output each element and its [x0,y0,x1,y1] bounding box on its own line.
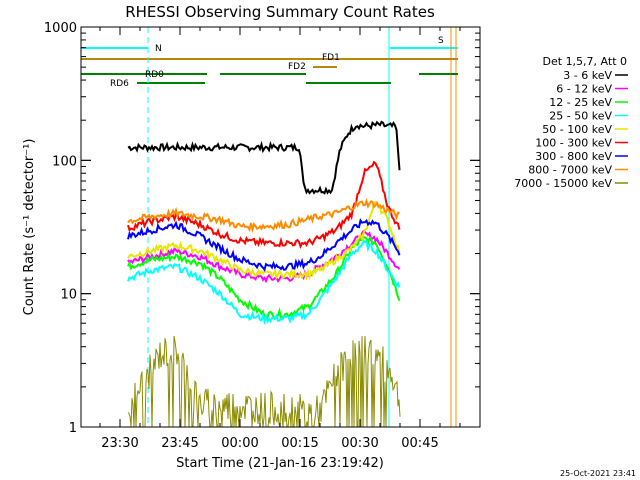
x-tick-label: 00:15 [281,436,318,451]
annotation-label-n: N [155,44,162,54]
annotation-label-s: S [438,36,444,46]
x-tick-label: 00:45 [401,436,438,451]
legend-label: 6 - 12 keV [556,83,612,96]
x-axis: 23:30 23:45 00:00 00:15 00:30 00:45 [99,27,461,451]
series-line-1 [127,229,401,284]
y-axis: 1 10 100 1000 [44,21,480,436]
annotation-label-fd2: FD2 [288,62,306,72]
legend-label: 7000 - 15000 keV [514,177,612,190]
y-tick-label: 10 [60,288,77,303]
legend-label: 50 - 100 keV [542,123,612,136]
series-line-4 [127,200,401,281]
x-tick-label: 00:00 [221,436,258,451]
series-line-5 [127,160,401,249]
legend-label: 800 - 7000 keV [528,164,612,177]
x-tick-label: 00:30 [341,436,378,451]
annotation-label-rd6: RD6 [110,79,129,89]
legend-label: 3 - 6 keV [563,69,612,82]
x-tick-label: 23:30 [101,436,138,451]
y-tick-label: 1 [69,421,77,436]
x-tick-label: 23:45 [161,436,198,451]
legend-label: 100 - 300 keV [535,137,612,150]
legend-label: 300 - 800 keV [535,150,612,163]
series-line-7 [127,198,400,234]
footer-timestamp: 25-Oct-2021 23:41 [560,469,636,478]
series-line-8 [127,335,401,428]
annotation-layer: N FD1 FD2 RD0 RD6 S [80,27,458,427]
y-tick-label: 1000 [44,21,77,36]
annotation-label-fd1: FD1 [322,53,340,63]
annotation-label-rd0: RD0 [145,70,164,80]
legend-header: Det 1,5,7, Att 0 [543,55,627,68]
y-tick-label: 100 [52,154,77,169]
y-axis-label: Count Rate (s⁻¹ detector⁻¹) [22,139,37,316]
series-line-3 [127,238,401,326]
series-layer [127,120,401,428]
series-line-0 [127,120,401,195]
chart-title: RHESSI Observing Summary Count Rates [125,3,435,21]
series-line-6 [127,218,401,272]
legend-label: 25 - 50 keV [549,110,612,123]
x-axis-label: Start Time (21-Jan-16 23:19:42) [176,456,384,471]
plot-frame [80,26,481,428]
legend-label: 12 - 25 keV [549,96,612,109]
